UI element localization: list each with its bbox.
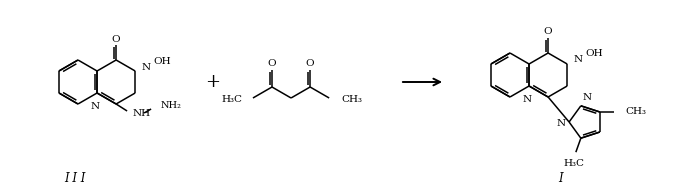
Text: O: O [305,60,315,68]
Text: O: O [112,35,120,43]
Text: O: O [268,60,276,68]
Text: NH₂: NH₂ [160,101,181,111]
Text: N: N [522,95,532,104]
Text: I I I: I I I [64,171,86,184]
Text: I: I [558,171,562,184]
Text: OH: OH [585,49,603,59]
Text: N: N [141,62,150,72]
Text: N: N [90,102,100,111]
Text: +: + [206,73,220,91]
Text: O: O [544,28,552,36]
Text: CH₃: CH₃ [626,107,647,117]
Text: N: N [557,119,566,127]
Text: N: N [583,93,592,102]
Text: H₃C: H₃C [222,95,243,105]
Text: H₃C: H₃C [563,159,584,168]
Text: NH: NH [132,109,150,119]
Text: OH: OH [153,56,171,66]
Text: N: N [573,55,582,64]
Text: CH₃: CH₃ [341,95,362,105]
